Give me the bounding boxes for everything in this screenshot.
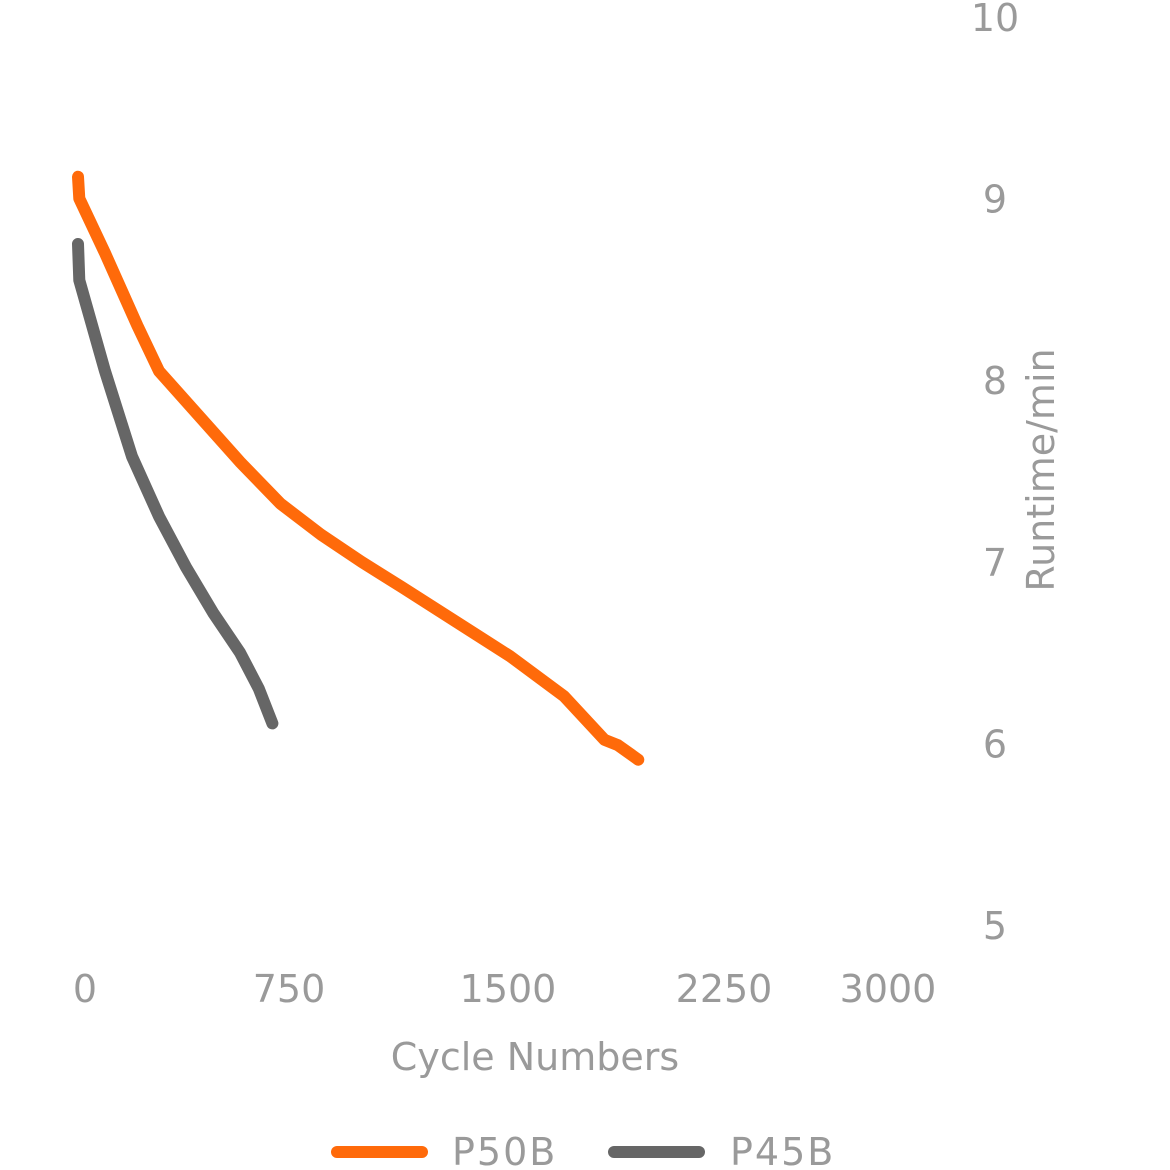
legend-label-p50b: P50B xyxy=(452,1130,557,1170)
y-tick-label: 10 xyxy=(971,0,1019,40)
y-tick-label: 9 xyxy=(983,178,1007,222)
x-axis-ticks: 0 750 1500 2250 3000 xyxy=(73,967,936,1011)
y-tick-label: 5 xyxy=(983,904,1007,948)
x-tick-label: 0 xyxy=(73,967,97,1011)
legend: P50B P45B xyxy=(331,1130,835,1170)
y-axis-label: Runtime/min xyxy=(1019,348,1063,591)
y-tick-label: 8 xyxy=(983,359,1007,403)
x-tick-label: 1500 xyxy=(460,967,557,1011)
series-line-p50b xyxy=(72,170,645,766)
x-tick-label: 750 xyxy=(253,967,326,1011)
x-tick-label: 2250 xyxy=(676,967,773,1011)
y-axis-ticks: 5 6 7 8 9 10 xyxy=(971,0,1019,948)
legend-label-p45b: P45B xyxy=(730,1130,835,1170)
series-line-p45b xyxy=(72,238,279,730)
x-tick-label: 3000 xyxy=(840,967,937,1011)
x-axis-label: Cycle Numbers xyxy=(391,1035,679,1079)
y-tick-label: 6 xyxy=(983,722,1007,766)
series-lines xyxy=(72,170,645,766)
y-tick-label: 7 xyxy=(983,541,1007,585)
